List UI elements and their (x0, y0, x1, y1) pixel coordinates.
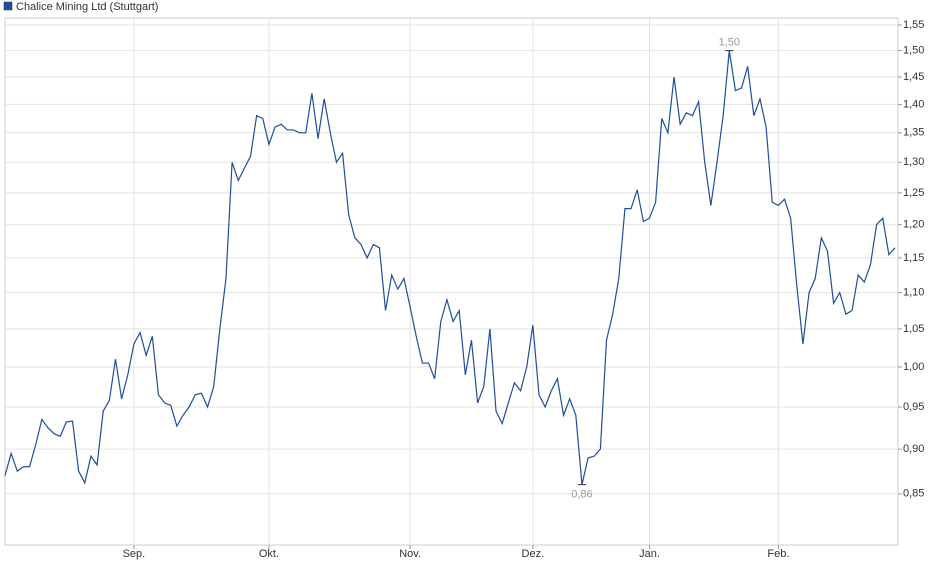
x-tick-label: Sep. (123, 548, 146, 560)
x-tick-label: Jan. (639, 548, 660, 560)
x-tick-label: Okt. (259, 548, 279, 560)
y-tick-label: 1,30 (903, 156, 924, 168)
y-tick-label: 1,55 (903, 19, 924, 31)
extreme-label: 1,50 (719, 37, 740, 49)
y-tick-label: 0,95 (903, 401, 924, 413)
y-tick-label: 1,00 (903, 361, 924, 373)
x-tick-label: Nov. (399, 548, 421, 560)
legend-label: Chalice Mining Ltd (Stuttgart) (16, 1, 158, 13)
y-tick-label: 0,90 (903, 443, 924, 455)
y-tick-label: 1,05 (903, 323, 924, 335)
y-tick-label: 1,15 (903, 252, 924, 264)
price-line (4, 50, 896, 485)
y-tick-label: 1,40 (903, 98, 924, 110)
legend-swatch (3, 1, 13, 11)
plot-frame (4, 17, 899, 546)
x-tick-label: Dez. (522, 548, 545, 560)
y-tick-label: 1,45 (903, 71, 924, 83)
x-tick-label: Feb. (767, 548, 789, 560)
y-tick-label: 1,50 (903, 45, 924, 57)
y-tick-label: 1,35 (903, 127, 924, 139)
y-tick-label: 1,20 (903, 219, 924, 231)
extreme-label: 0,86 (571, 489, 592, 501)
y-tick-label: 1,25 (903, 187, 924, 199)
y-tick-label: 1,10 (903, 287, 924, 299)
y-tick-label: 0,85 (903, 488, 924, 500)
